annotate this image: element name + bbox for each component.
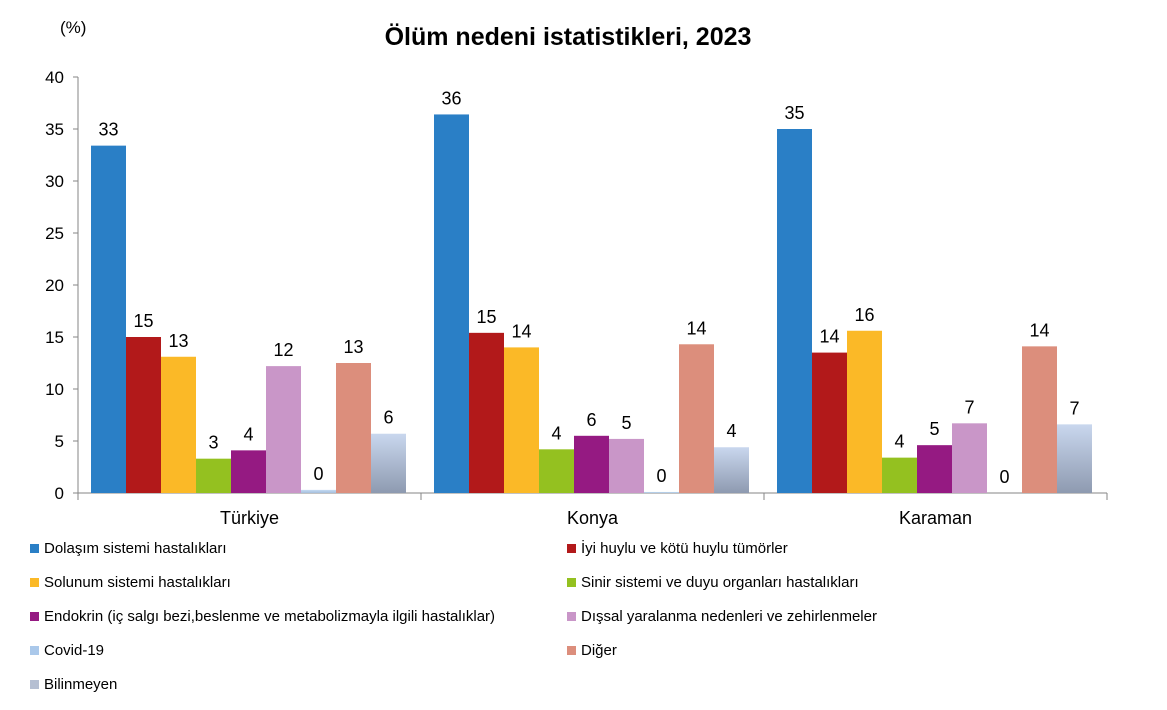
bar (917, 445, 952, 493)
data-label: 7 (1069, 398, 1079, 418)
data-label: 0 (656, 466, 666, 486)
bar (161, 356, 196, 493)
legend-swatch (567, 646, 576, 655)
y-tick-label: 25 (45, 224, 64, 243)
legend-swatch (30, 544, 39, 553)
data-label: 15 (133, 311, 153, 331)
bar (336, 363, 371, 493)
legend-label: Bilinmeyen (44, 676, 118, 693)
x-category-label: Karaman (899, 508, 972, 528)
bar (504, 347, 539, 493)
data-label: 33 (98, 120, 118, 140)
bar (882, 457, 917, 493)
bar (301, 489, 336, 493)
legend-label: Solunum sistemi hastalıkları (44, 574, 231, 591)
bar (777, 129, 812, 493)
data-label: 14 (819, 327, 839, 347)
y-axis-unit-label: (%) (60, 18, 86, 37)
legend-label: Covid-19 (44, 642, 105, 659)
bar (469, 332, 504, 493)
legend-label: Sinir sistemi ve duyu organları hastalık… (581, 574, 859, 591)
bar (539, 449, 574, 493)
legend-swatch (567, 612, 576, 621)
data-label: 4 (894, 432, 904, 452)
bars (91, 114, 1092, 493)
legend-label: Dolaşım sistemi hastalıkları (44, 540, 227, 557)
data-label: 7 (964, 397, 974, 417)
data-label: 36 (441, 88, 461, 108)
legend-swatch (567, 578, 576, 587)
y-tick-label: 15 (45, 328, 64, 347)
data-label: 14 (1029, 320, 1049, 340)
data-label: 3 (208, 433, 218, 453)
data-label: 15 (476, 307, 496, 327)
bar (266, 366, 301, 493)
data-label: 6 (586, 410, 596, 430)
data-label: 5 (929, 419, 939, 439)
bar (812, 352, 847, 493)
legend-swatch (30, 612, 39, 621)
legend-label: İyi huylu ve kötü huylu tümörler (581, 540, 788, 557)
data-label: 5 (621, 413, 631, 433)
legend-item: Sinir sistemi ve duyu organları hastalık… (567, 574, 859, 591)
legend-label: Dışsal yaralanma nedenleri ve zehirlenme… (581, 608, 877, 625)
bar (644, 491, 679, 493)
legend-item: Solunum sistemi hastalıkları (30, 574, 231, 591)
data-label: 13 (168, 331, 188, 351)
data-label: 35 (784, 103, 804, 123)
bar (679, 344, 714, 493)
data-label: 6 (383, 408, 393, 428)
bar (714, 447, 749, 493)
legend-item: Covid-19 (30, 642, 104, 659)
bar (1022, 346, 1057, 493)
data-label: 14 (511, 321, 531, 341)
y-tick-label: 20 (45, 276, 64, 295)
legend-swatch (30, 680, 39, 689)
legend-item: İyi huylu ve kötü huylu tümörler (567, 540, 788, 557)
y-tick-label: 10 (45, 380, 64, 399)
y-tick-label: 30 (45, 172, 64, 191)
data-label: 0 (999, 467, 1009, 487)
data-label: 14 (686, 318, 706, 338)
chart-title: Ölüm nedeni istatistikleri, 2023 (385, 22, 752, 51)
x-category-label: Türkiye (220, 508, 279, 528)
legend-label: Endokrin (iç salgı bezi,beslenme ve meta… (44, 608, 496, 625)
legend-swatch (30, 646, 39, 655)
legend-item: Diğer (567, 642, 617, 659)
bar (231, 450, 266, 493)
bar (952, 423, 987, 493)
bar (371, 433, 406, 493)
y-tick-label: 5 (55, 432, 64, 451)
legend-swatch (30, 578, 39, 587)
y-tick-label: 35 (45, 120, 64, 139)
data-label: 16 (854, 305, 874, 325)
legend-swatch (567, 544, 576, 553)
bar (434, 114, 469, 493)
legend-label: Diğer (581, 642, 617, 659)
bar (126, 337, 161, 493)
bar (1057, 424, 1092, 493)
data-label: 13 (343, 337, 363, 357)
bar (847, 330, 882, 493)
data-label: 4 (243, 424, 253, 444)
y-tick-label: 40 (45, 68, 64, 87)
bar (91, 145, 126, 493)
legend-item: Dolaşım sistemi hastalıkları (30, 540, 227, 557)
data-label: 0 (313, 464, 323, 484)
data-labels: 33 15 13 3 4 12 0 13 6 36 15 14 4 6 5 0 14 4 35 14 16 4 5 7 0 14 7 (98, 88, 1079, 487)
bar (196, 458, 231, 493)
bar (574, 435, 609, 493)
legend-item: Dışsal yaralanma nedenleri ve zehirlenme… (567, 608, 877, 625)
legend-item: Bilinmeyen (30, 676, 117, 693)
data-label: 4 (726, 421, 736, 441)
bar (609, 438, 644, 493)
y-tick-label: 0 (55, 484, 64, 503)
data-label: 4 (551, 423, 561, 443)
legend-item: Endokrin (iç salgı bezi,beslenme ve meta… (30, 608, 495, 625)
data-label: 12 (273, 340, 293, 360)
x-category-label: Konya (567, 508, 619, 528)
